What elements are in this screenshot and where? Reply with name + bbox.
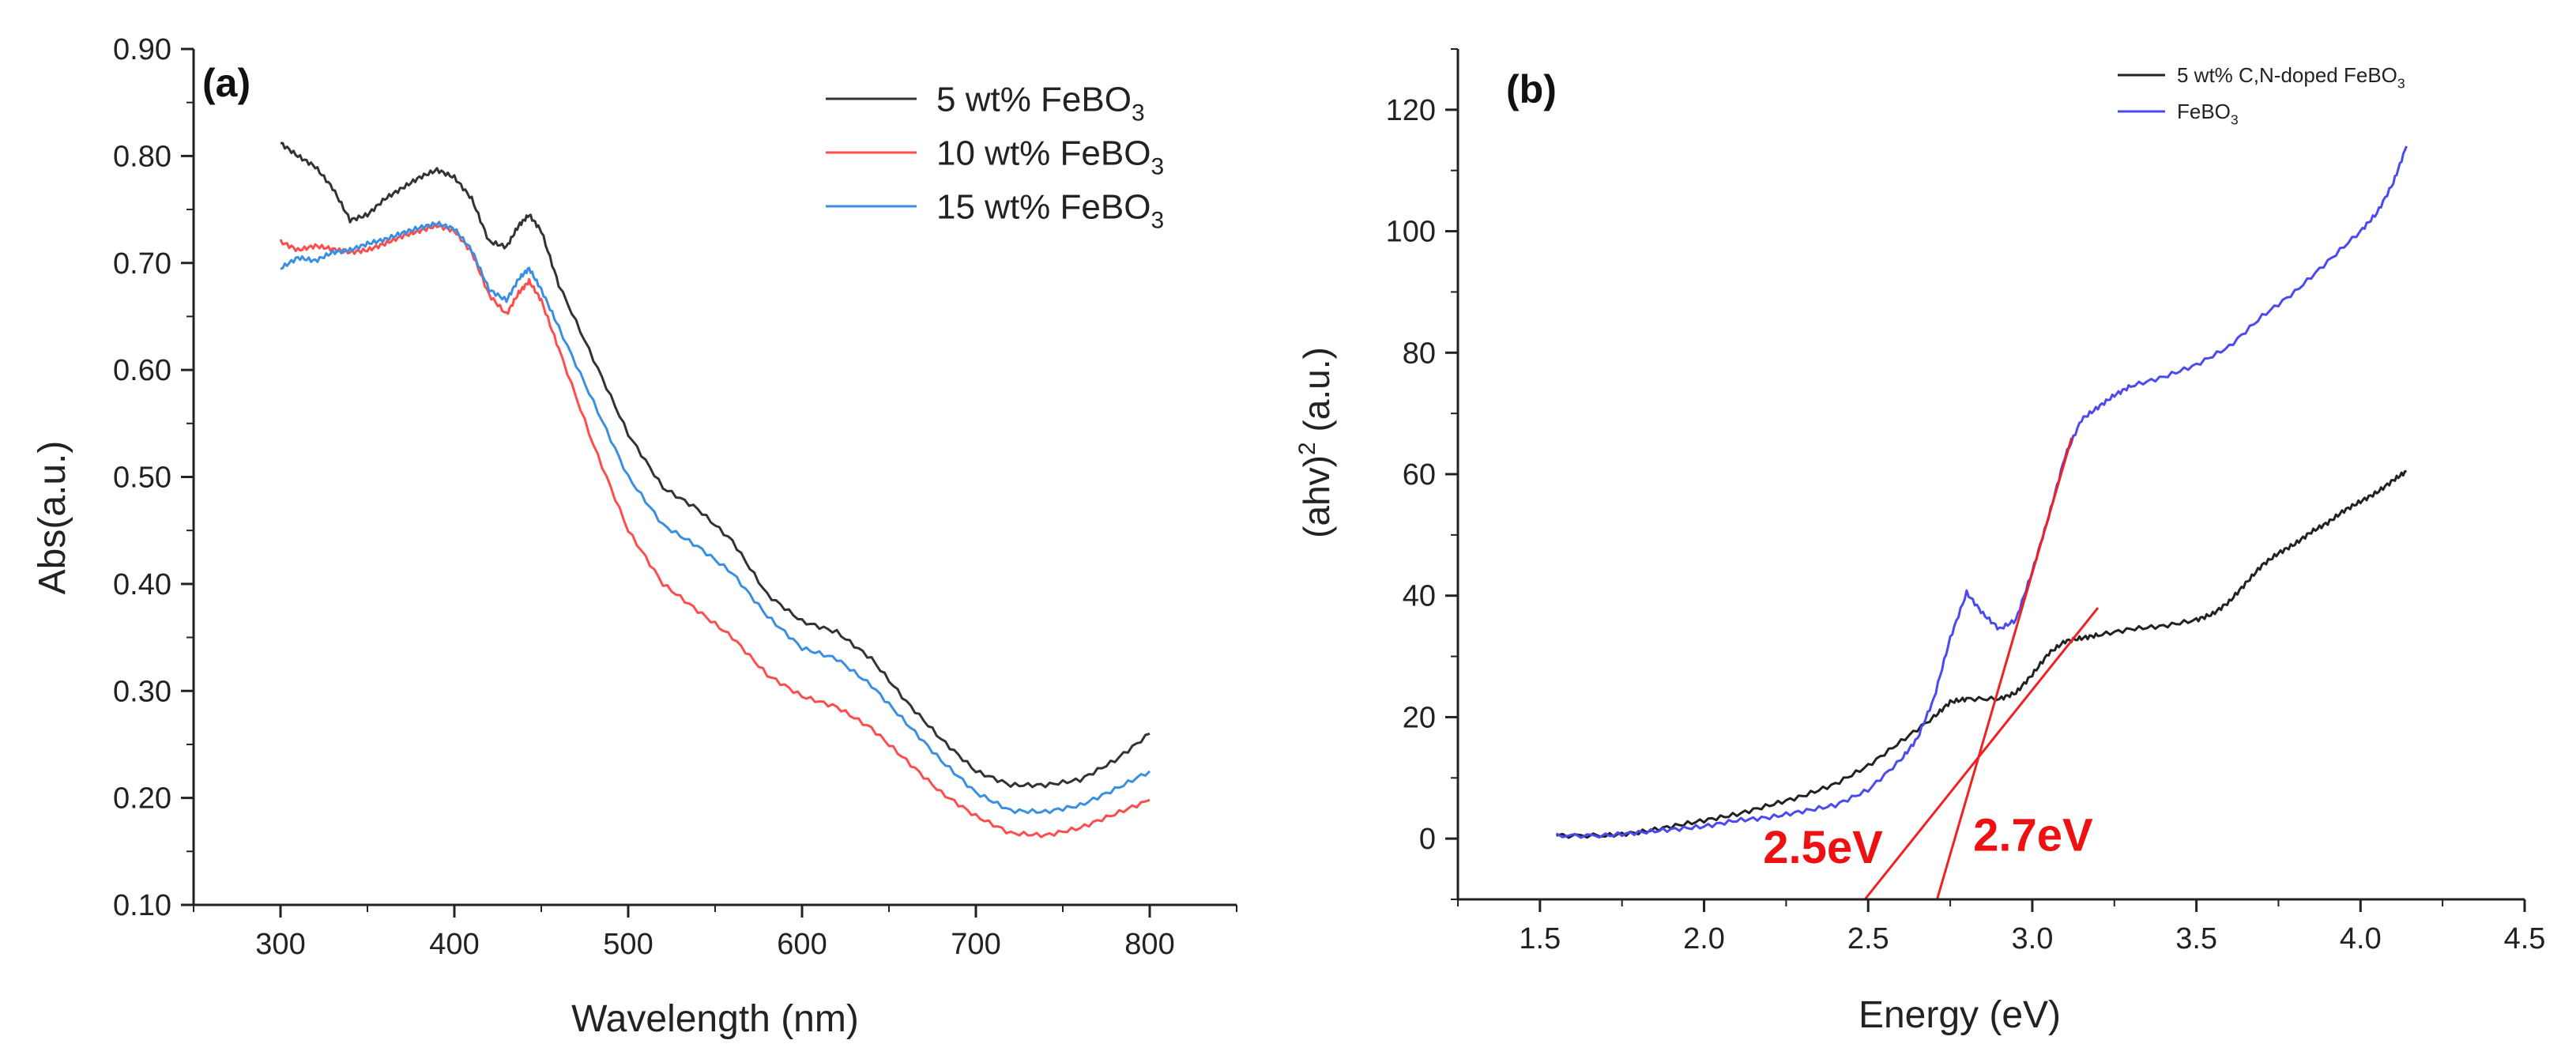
legend-label-subscript: 3 — [1132, 100, 1145, 126]
x-tick-label: 4.0 — [2340, 922, 2382, 955]
series-line-2 — [1555, 145, 2408, 839]
series-line-1 — [281, 141, 1151, 789]
legend-label-subscript: 3 — [2397, 75, 2405, 91]
bandgap-annotation-1: 2.5eV — [1763, 822, 1883, 873]
legend-label-subscript: 3 — [1151, 208, 1164, 234]
panel-a-series — [279, 141, 1151, 839]
legend-label-main: 5 wt% FeBO — [936, 80, 1132, 119]
panel-b-y-axis-label-main: (ahv) — [1296, 455, 1337, 538]
x-tick-label: 400 — [429, 928, 479, 961]
y-tick-label: 0.50 — [113, 462, 171, 495]
legend-label-main: 5 wt% C,N-doped FeBO — [2177, 63, 2397, 87]
x-tick-label: 800 — [1124, 928, 1174, 961]
y-tick-label: 80 — [1403, 337, 1436, 370]
legend-label-1: 5 wt% FeBO3 — [936, 80, 1145, 126]
y-tick-label: 0.10 — [113, 889, 171, 922]
panel-a-x-axis-label: Wavelength (nm) — [571, 998, 859, 1040]
x-tick-label: 600 — [777, 928, 827, 961]
panel-b: 1.5 2.0 2.5 3.0 3.5 4.0 4.5 0 20 40 60 80 100 120 2.5… — [1294, 48, 2546, 1036]
fit-line-1 — [1863, 607, 2100, 900]
y-tick-label: 0.70 — [113, 247, 171, 281]
panel-a-y-axis-label: Abs(a.u.) — [32, 441, 73, 595]
y-tick-label: 0.90 — [113, 33, 171, 66]
x-tick-label: 3.0 — [2012, 922, 2054, 955]
y-tick-label: 0 — [1419, 823, 1436, 856]
legend-label-1: 5 wt% C,N-doped FeBO3 — [2177, 63, 2405, 91]
panel-b-x-axis-label: Energy (eV) — [1859, 994, 2061, 1036]
panel-a-axes — [192, 49, 1237, 906]
x-tick-label: 3.5 — [2175, 922, 2217, 955]
panel-b-y-axis-label-sup: 2 — [1294, 442, 1320, 455]
x-tick-label: 300 — [255, 928, 305, 961]
panel-b-axes — [1456, 49, 2525, 901]
panel-b-label: (b) — [1506, 67, 1557, 111]
legend-label-subscript: 3 — [1151, 154, 1164, 180]
y-tick-label: 0.80 — [113, 140, 171, 173]
legend-label-main: 10 wt% FeBO — [936, 134, 1151, 172]
bandgap-annotation-2: 2.7eV — [1973, 810, 2093, 861]
x-tick-label: 700 — [951, 928, 1000, 961]
legend-label-3: 15 wt% FeBO3 — [936, 187, 1164, 233]
y-tick-label: 40 — [1403, 580, 1436, 613]
panel-a-ticks: 300 400 500 600 700 800 0.10 0.20 0.30 0.40 0.50 0.… — [113, 33, 1175, 961]
panel-b-y-axis-label-tail: (a.u.) — [1296, 347, 1337, 442]
y-tick-label: 60 — [1403, 458, 1436, 492]
series-line-1 — [1556, 469, 2407, 839]
panel-b-minor-ticks — [1451, 48, 2444, 906]
x-tick-label: 1.5 — [1519, 922, 1561, 955]
legend-label-main: 15 wt% FeBO — [936, 187, 1151, 226]
panel-b-y-axis-label: (ahv)2 (a.u.) — [1294, 347, 1337, 538]
y-tick-label: 0.20 — [113, 782, 171, 816]
panel-a-label: (a) — [202, 61, 250, 105]
panel-a: 300 400 500 600 700 800 0.10 0.20 0.30 0.40 0.50 0.… — [32, 33, 1237, 1040]
y-tick-label: 20 — [1403, 701, 1436, 734]
panel-b-annotations: 2.5eV 2.7eV — [1763, 810, 2093, 873]
legend-label-subscript: 3 — [2231, 111, 2239, 127]
y-tick-label: 0.40 — [113, 568, 171, 601]
legend-label-main: FeBO — [2177, 100, 2231, 123]
panel-b-series — [1555, 145, 2408, 839]
series-line-2 — [279, 223, 1151, 839]
panel-b-ticks: 1.5 2.0 2.5 3.0 3.5 4.0 4.5 0 20 40 60 80 100 120 — [1386, 94, 2546, 955]
x-tick-label: 2.5 — [1847, 922, 1889, 955]
x-tick-label: 500 — [603, 928, 653, 961]
y-tick-label: 100 — [1386, 216, 1436, 249]
legend-label-2: 10 wt% FeBO3 — [936, 134, 1164, 179]
y-tick-label: 0.60 — [113, 354, 171, 387]
series-line-3 — [280, 220, 1151, 815]
x-tick-label: 2.0 — [1683, 922, 1725, 955]
y-tick-label: 0.30 — [113, 675, 171, 708]
x-tick-label: 4.5 — [2504, 922, 2546, 955]
panel-b-fit-lines — [1863, 437, 2100, 900]
y-tick-label: 120 — [1386, 94, 1436, 127]
fit-line-2 — [1936, 437, 2073, 900]
legend-label-2: FeBO3 — [2177, 100, 2239, 127]
